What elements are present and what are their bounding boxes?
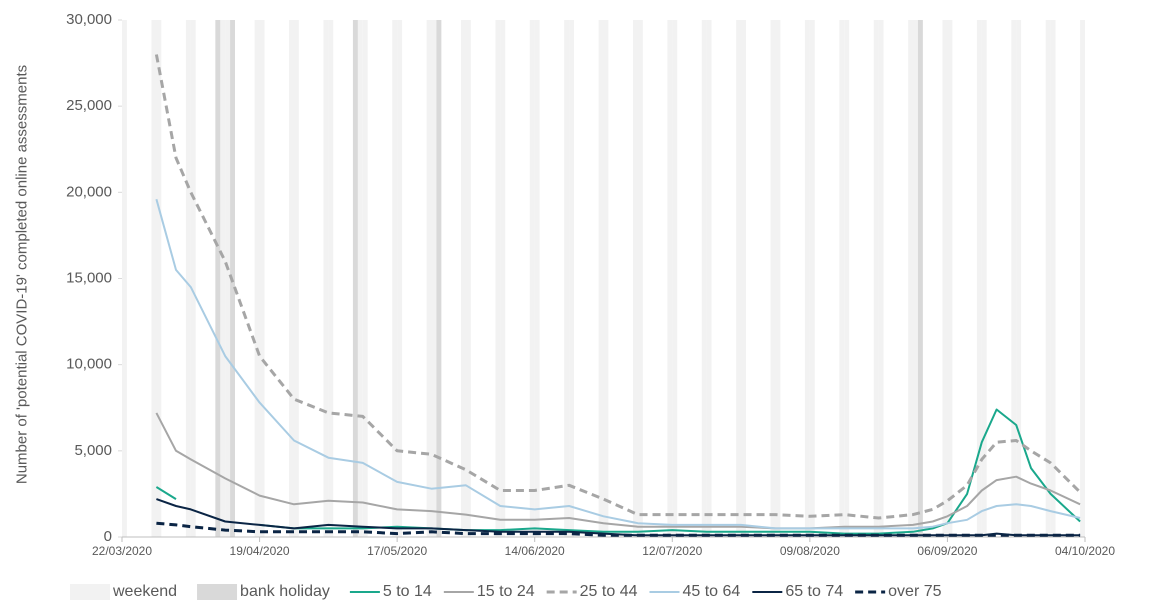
bank-holiday-band bbox=[436, 20, 442, 537]
legend-label: weekend bbox=[112, 583, 177, 600]
weekend-band bbox=[908, 20, 914, 537]
weekend-band bbox=[942, 20, 948, 537]
legend-label: bank holiday bbox=[240, 583, 330, 600]
weekend-band bbox=[323, 20, 329, 537]
weekend-band bbox=[736, 20, 742, 537]
weekend-band bbox=[426, 20, 432, 537]
weekend-band bbox=[392, 20, 398, 537]
x-tick-label: 04/10/2020 bbox=[1055, 544, 1115, 558]
weekend-band bbox=[259, 20, 265, 537]
legend-label: 45 to 64 bbox=[682, 583, 740, 600]
weekend-band bbox=[569, 20, 575, 537]
series-line bbox=[155, 412, 1081, 530]
legend-label: 5 to 14 bbox=[383, 583, 432, 600]
weekend-band bbox=[701, 20, 707, 537]
weekend-band bbox=[706, 20, 712, 537]
x-tick-label: 06/09/2020 bbox=[917, 544, 977, 558]
weekend-band bbox=[254, 20, 260, 537]
weekend-band bbox=[185, 20, 191, 537]
weekend-band bbox=[804, 20, 810, 537]
weekend-band bbox=[461, 20, 466, 537]
y-tick-label: 0 bbox=[104, 528, 112, 545]
weekend-band bbox=[598, 20, 604, 537]
weekend-band bbox=[839, 20, 845, 537]
series-line bbox=[156, 521, 1081, 537]
weekend-band bbox=[122, 20, 127, 537]
legend-label: over 75 bbox=[888, 583, 941, 600]
x-tick-label: 09/08/2020 bbox=[780, 544, 840, 558]
weekend-band bbox=[362, 20, 368, 537]
weekend-band bbox=[878, 20, 884, 537]
series-line bbox=[155, 198, 1081, 530]
legend-swatch bbox=[197, 584, 238, 600]
legend-label: 15 to 24 bbox=[477, 583, 535, 600]
bank-holiday-band bbox=[352, 20, 358, 537]
weekend-band bbox=[775, 20, 781, 537]
weekend-band bbox=[397, 20, 403, 537]
weekend-band bbox=[431, 20, 437, 537]
legend-label: 25 to 44 bbox=[580, 583, 638, 600]
y-tick-label: 30,000 bbox=[66, 11, 112, 28]
weekend-band bbox=[495, 20, 501, 537]
weekend-band bbox=[357, 20, 363, 537]
weekend-band bbox=[465, 20, 471, 537]
weekend-band bbox=[190, 20, 196, 537]
y-axis-label: Number of 'potential COVID-19' completed… bbox=[13, 64, 31, 485]
x-tick-label: 22/03/2020 bbox=[92, 544, 152, 558]
weekend-band bbox=[947, 20, 953, 537]
weekend-band bbox=[913, 20, 918, 537]
weekend-band bbox=[1080, 20, 1085, 537]
y-tick-label: 25,000 bbox=[66, 97, 112, 114]
weekend-band bbox=[976, 20, 982, 537]
weekend-band bbox=[637, 20, 643, 537]
weekend-band bbox=[770, 20, 776, 537]
weekend-band bbox=[632, 20, 638, 537]
bank-holiday-band bbox=[215, 20, 221, 537]
legend-label: 65 to 74 bbox=[785, 583, 843, 600]
weekend-band bbox=[328, 20, 334, 537]
weekend-band bbox=[534, 20, 540, 537]
y-tick-label: 15,000 bbox=[66, 269, 112, 286]
weekend-band bbox=[741, 20, 746, 537]
y-tick-label: 20,000 bbox=[66, 183, 112, 200]
weekend-band bbox=[564, 20, 570, 537]
bank-holiday-band bbox=[917, 20, 923, 537]
weekend-band bbox=[293, 20, 299, 537]
weekend-band bbox=[672, 20, 678, 537]
weekend-band bbox=[289, 20, 294, 537]
weekend-band bbox=[981, 20, 987, 537]
weekend-band bbox=[844, 20, 850, 537]
legend-swatch bbox=[70, 584, 110, 600]
x-tick-label: 12/07/2020 bbox=[642, 544, 702, 558]
weekend-band bbox=[529, 20, 535, 537]
x-tick-label: 17/05/2020 bbox=[367, 544, 427, 558]
weekend-band bbox=[873, 20, 879, 537]
weekend-band bbox=[809, 20, 815, 537]
weekend-band bbox=[1016, 20, 1022, 537]
y-tick-label: 10,000 bbox=[66, 356, 112, 373]
series-line bbox=[154, 54, 1082, 520]
weekend-band bbox=[1050, 20, 1056, 537]
weekend-band bbox=[500, 20, 506, 537]
weekend-band bbox=[156, 20, 162, 537]
weekend-band bbox=[1011, 20, 1017, 537]
weekend-band bbox=[225, 20, 231, 537]
weekend-band bbox=[667, 20, 673, 537]
weekend-band bbox=[151, 20, 157, 537]
weekend-band bbox=[220, 20, 226, 537]
y-tick-label: 5,000 bbox=[74, 442, 112, 459]
weekend-band bbox=[603, 20, 609, 537]
weekend-band bbox=[1045, 20, 1051, 537]
x-tick-label: 19/04/2020 bbox=[230, 544, 290, 558]
x-tick-label: 14/06/2020 bbox=[505, 544, 565, 558]
